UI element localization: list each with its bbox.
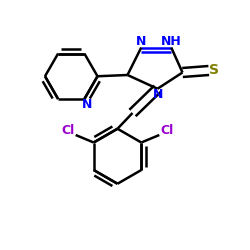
Text: N: N [136, 35, 146, 48]
Text: N: N [153, 88, 164, 101]
Text: N: N [82, 98, 92, 111]
Text: NH: NH [161, 35, 182, 48]
Text: Cl: Cl [62, 124, 75, 138]
Text: Cl: Cl [160, 124, 173, 138]
Text: S: S [209, 63, 219, 77]
